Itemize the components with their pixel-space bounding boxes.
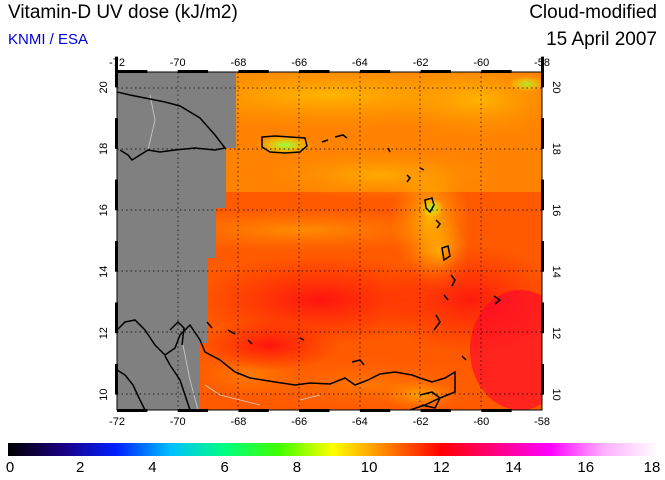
gridlines (117, 72, 542, 410)
lon-tick-top: -64 (352, 57, 368, 69)
lon-tick-bottom: -64 (352, 416, 368, 428)
frame-bar-segment (115, 302, 118, 334)
frame-bar-segment (541, 118, 544, 149)
colorbar-label: 14 (505, 459, 522, 476)
lon-tick-top: -62 (413, 57, 429, 69)
frame-bar-segment (359, 409, 391, 412)
frame-bar-segment (299, 409, 330, 412)
lat-tick-left: 20 (98, 81, 110, 93)
frame-bar-segment (481, 409, 512, 412)
lat-tick-left: 18 (98, 143, 110, 155)
lat-ticks-right: 10 12 14 16 18 20 (550, 81, 562, 401)
frame-bar-segment (117, 409, 148, 412)
colorbar (8, 443, 658, 456)
colorbar-label: 6 (220, 459, 229, 476)
lon-tick-bottom: -58 (534, 416, 550, 428)
frame-bar-segment (115, 118, 118, 149)
lat-tick-left: 14 (98, 266, 110, 278)
no-data-region (117, 72, 236, 410)
colorbar-label: 8 (292, 459, 302, 476)
lon-tick-bottom: -68 (230, 416, 246, 428)
lat-tick-left: 10 (98, 389, 110, 401)
lon-tick-bottom: -70 (170, 416, 186, 428)
lat-tick-right: 20 (550, 81, 562, 93)
lon-ticks-bottom: -72 -70 -68 -66 -64 -62 -60 -58 (109, 416, 550, 428)
frame-bar-segment (541, 241, 544, 272)
lat-ticks-left: 10 12 14 16 18 20 (98, 81, 110, 401)
lon-tick-top: -70 (170, 57, 186, 69)
frame-bar-segment (115, 56, 118, 88)
frame-bar-segment (299, 70, 330, 73)
frame-bar-segment (238, 70, 269, 73)
colorbar-label: 4 (148, 459, 157, 476)
frame-bar-segment (541, 179, 544, 211)
lon-tick-bottom: -66 (291, 416, 307, 428)
frame-bar-segment (117, 70, 148, 73)
frame-bar-segment (359, 70, 391, 73)
lat-tick-right: 16 (550, 204, 562, 216)
frame-bar-segment (541, 302, 544, 334)
frame-bar-segment (115, 363, 118, 395)
lat-tick-right: 14 (550, 266, 562, 278)
colorbar-label: 12 (432, 459, 450, 476)
lon-tick-top: -72 (109, 57, 125, 69)
colorbar-label: 0 (5, 459, 15, 476)
frame-bar-segment (115, 179, 118, 211)
lon-tick-top: -66 (291, 57, 307, 69)
lon-tick-bottom: -62 (413, 416, 429, 428)
colorbar-label: 10 (360, 459, 378, 476)
lon-tick-bottom: -72 (109, 416, 125, 428)
lon-tick-top: -60 (473, 57, 489, 69)
lon-tick-top: -68 (230, 57, 246, 69)
frame-bar-segment (420, 70, 451, 73)
lon-tick-top: -58 (534, 57, 550, 69)
frame-scale-bars (115, 56, 544, 412)
lat-tick-left: 16 (98, 204, 110, 216)
frame-bar-segment (115, 241, 118, 272)
lon-tick-bottom: -60 (473, 416, 489, 428)
colorbar-label: 2 (76, 459, 85, 476)
lon-ticks-top: -72 -70 -68 -66 -64 -62 -60 -58 (109, 57, 550, 69)
coastlines (117, 91, 502, 410)
product-type: Cloud-modified (529, 2, 657, 23)
lat-tick-right: 12 (550, 327, 562, 339)
frame-bar-segment (238, 409, 269, 412)
colorbar-label: 18 (643, 459, 661, 476)
uv-field (117, 72, 542, 410)
data-source: KNMI / ESA (8, 31, 89, 48)
lat-tick-right: 18 (550, 143, 562, 155)
frame-bar-segment (177, 409, 209, 412)
frame-bar-segment (177, 70, 209, 73)
frame-bar-segment (481, 70, 512, 73)
country-borders (147, 94, 321, 410)
map-title: Vitamin-D UV dose (kJ/m2) (8, 2, 238, 23)
map-date: 15 April 2007 (546, 29, 657, 50)
frame-bar-segment (541, 363, 544, 395)
lat-tick-right: 10 (550, 389, 562, 401)
lat-tick-left: 12 (98, 327, 110, 339)
frame-bar-segment (420, 409, 451, 412)
frame-bar-segment (541, 56, 544, 88)
colorbar-label: 16 (577, 459, 595, 476)
